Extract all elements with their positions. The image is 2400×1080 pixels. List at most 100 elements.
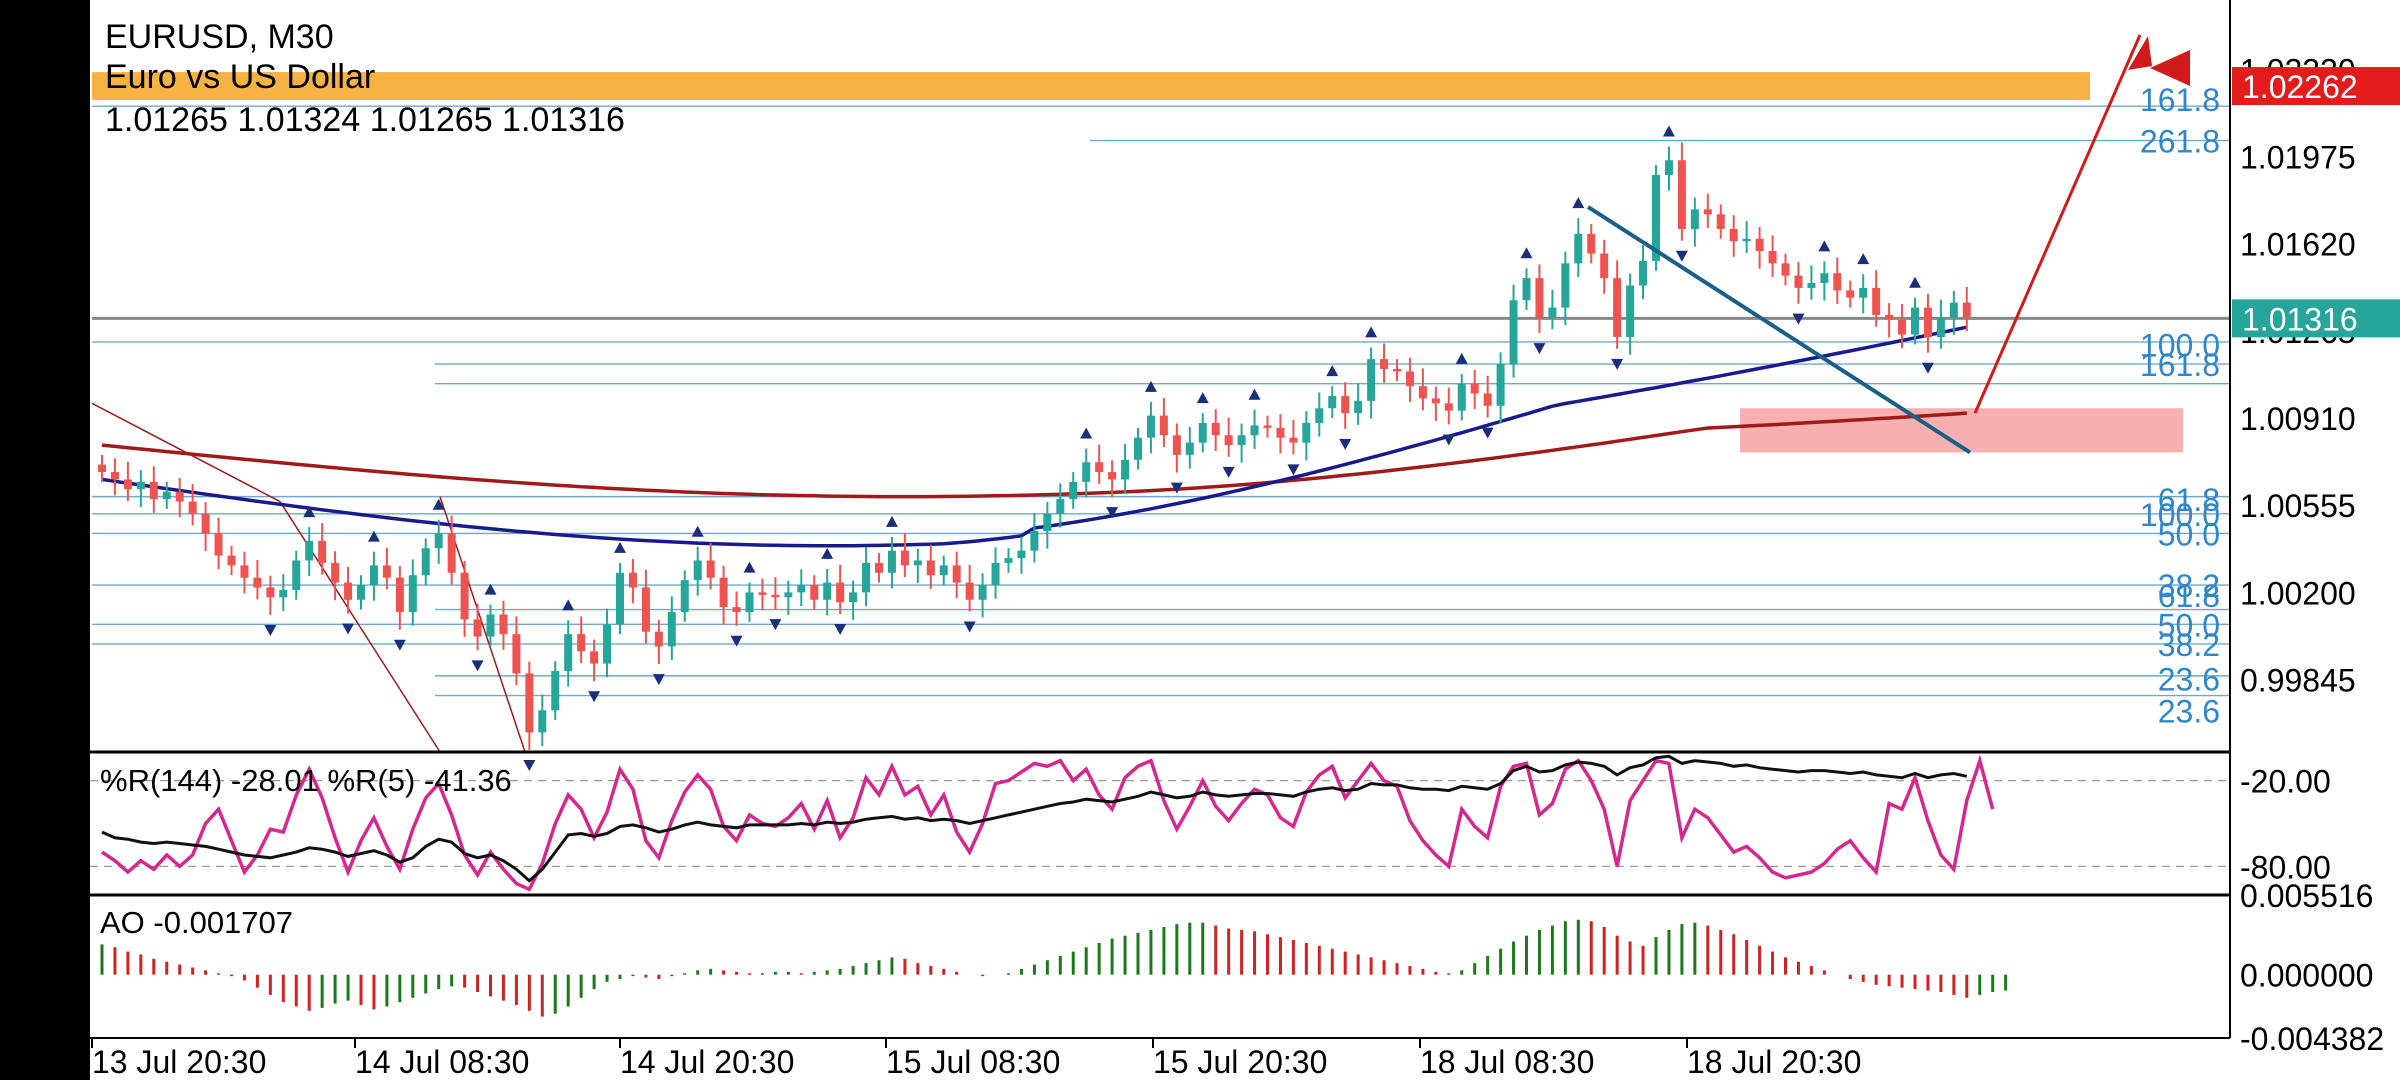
candle-body <box>1846 290 1855 298</box>
candle-body <box>654 631 663 647</box>
candle-body <box>1082 462 1091 482</box>
fractal-up-icon <box>1909 276 1921 288</box>
candle-body <box>1172 435 1181 455</box>
candle-body <box>1380 359 1389 369</box>
candle-body <box>926 560 935 576</box>
fractal-up-icon <box>1365 326 1378 338</box>
fib-label: 161.8 <box>2140 347 2220 383</box>
candle-body <box>486 614 495 637</box>
fractal-up-icon <box>1857 253 1870 265</box>
candle-body <box>875 562 883 573</box>
candle-body <box>1004 558 1013 563</box>
price-tick-label: 0.99845 <box>2240 663 2356 699</box>
fractal-up-icon <box>432 498 445 510</box>
candle-body <box>887 550 896 573</box>
fractal-up-icon <box>1080 427 1093 439</box>
candle-body <box>603 624 612 664</box>
candle-body <box>525 673 534 733</box>
candle-body <box>1535 278 1544 318</box>
projection-arrow-head-icon <box>2128 36 2152 70</box>
time-tick-label: 14 Jul 20:30 <box>620 1044 794 1080</box>
candle-body <box>1690 209 1699 229</box>
candle-body <box>1315 408 1324 423</box>
candle-body <box>188 501 197 514</box>
wpr-slow-line <box>101 754 1968 883</box>
candle-body <box>395 577 404 613</box>
candle-body <box>551 670 560 711</box>
time-tick-label: 18 Jul 20:30 <box>1687 1044 1861 1080</box>
symbol-timeframe: EURUSD, M30 <box>105 18 334 56</box>
fractal-up-icon <box>1144 380 1157 392</box>
candle-body <box>1354 400 1363 414</box>
fractal-down-icon <box>1481 427 1494 439</box>
candle-body <box>1652 174 1660 261</box>
candle-body <box>797 585 806 593</box>
candle-body <box>680 580 689 613</box>
symbol-description: Euro vs US Dollar <box>105 58 376 96</box>
fib-label: 50.0 <box>2158 607 2220 643</box>
candle-body <box>382 565 391 578</box>
candle-body <box>331 562 340 583</box>
chart-background <box>90 0 2400 1080</box>
candle-body <box>149 481 158 500</box>
candle-body <box>214 533 223 556</box>
fractal-down-icon <box>1533 343 1546 355</box>
candle-body <box>1224 435 1233 446</box>
fractal-down-icon <box>1106 507 1119 519</box>
candle-body <box>1146 415 1155 438</box>
candle-body <box>628 572 637 588</box>
candle-body <box>110 472 119 480</box>
candle-body <box>849 592 858 603</box>
candle-body <box>1405 371 1414 387</box>
candle-body <box>1936 317 1945 338</box>
candle-body <box>1289 437 1298 443</box>
candle-body <box>913 560 922 566</box>
price-tick-label: 1.00200 <box>2240 575 2356 611</box>
chart-svg[interactable]: 161.8261.8100.0161.861.8100.050.038.261.… <box>90 0 2400 1080</box>
candle-body <box>564 634 573 671</box>
candle-body <box>1030 531 1039 551</box>
wpr-fast-line <box>101 754 1995 892</box>
fractal-down-icon <box>652 674 665 686</box>
candle-body <box>1677 160 1686 229</box>
fractal-down-icon <box>264 624 277 636</box>
candle-body <box>1794 275 1803 288</box>
candle-body <box>823 582 832 600</box>
fractal-down-icon <box>1611 358 1624 370</box>
fractal-down-icon <box>769 619 782 631</box>
candle-body <box>1108 472 1117 480</box>
fractal-up-icon <box>821 547 834 559</box>
candle-body <box>344 582 353 600</box>
candle-body <box>1509 300 1518 365</box>
candle-body <box>1367 359 1376 401</box>
candle-body <box>1185 442 1194 455</box>
fractal-up-icon <box>1818 240 1831 252</box>
candle-body <box>1470 383 1479 394</box>
candle-body <box>862 562 871 593</box>
fractal-up-icon <box>1196 392 1209 404</box>
candle-body <box>641 587 650 632</box>
candle-body <box>577 634 586 652</box>
candle-body <box>939 565 948 576</box>
candle-body <box>1949 302 1958 318</box>
fractal-down-icon <box>1170 482 1183 494</box>
alert-price-label: 1.02262 <box>2242 69 2358 105</box>
fib-label: 61.8 <box>2158 578 2220 614</box>
candle-body <box>1457 383 1466 411</box>
last-price-label: 1.01316 <box>2242 301 2358 337</box>
candle-body <box>447 533 456 573</box>
candle-body <box>240 565 249 578</box>
chart-area[interactable]: 161.8 261.8 100.0 161.8 61.8 100.0 50.0 38.2 61.… <box>90 0 2400 1080</box>
candle-body <box>758 592 767 595</box>
candle-body <box>1121 459 1130 480</box>
ao-tick-label: 0.000000 <box>2240 958 2373 994</box>
fib-label: 23.6 <box>2158 661 2220 697</box>
ao-tick-label: 0.005516 <box>2240 878 2373 914</box>
fractal-down-icon <box>1287 464 1300 476</box>
candle-body <box>292 560 301 590</box>
candle-body <box>1898 319 1907 335</box>
fractal-up-icon <box>1662 125 1675 137</box>
candle-body <box>227 555 236 566</box>
fractal-down-icon <box>1222 466 1235 478</box>
candle-body <box>1872 287 1881 315</box>
